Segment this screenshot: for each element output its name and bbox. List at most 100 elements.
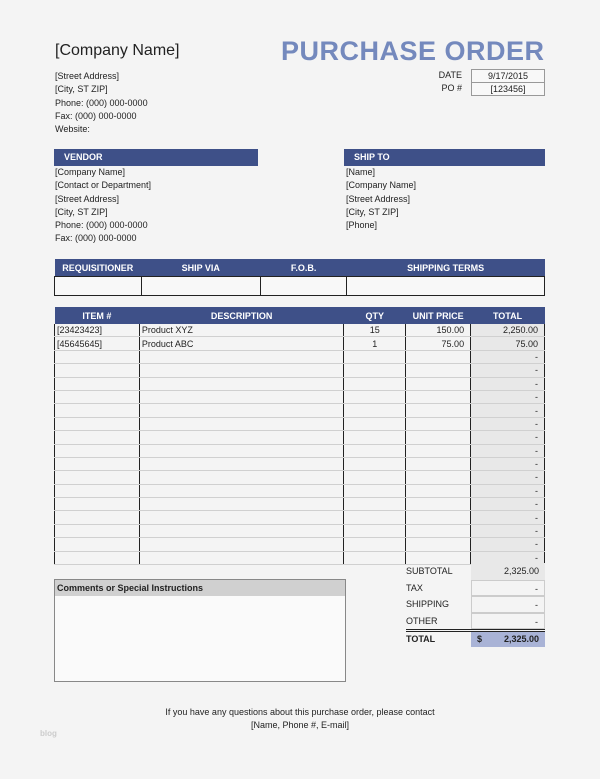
shipto-line: [Street Address]: [346, 193, 411, 204]
item-number-cell[interactable]: [54, 497, 140, 512]
item-number-cell[interactable]: [54, 390, 140, 405]
item-number-cell[interactable]: [54, 403, 140, 418]
qty-cell[interactable]: [343, 537, 407, 552]
item-number-cell[interactable]: [23423423]: [54, 324, 140, 338]
table-row: -: [54, 470, 545, 485]
table-row: -: [54, 403, 545, 418]
item-number-cell[interactable]: [54, 377, 140, 391]
unit-price-cell[interactable]: [405, 350, 472, 365]
shipping-field[interactable]: [140, 276, 261, 296]
description-cell[interactable]: [138, 510, 345, 525]
unit-price-cell[interactable]: [405, 510, 472, 525]
table-row: -: [54, 551, 545, 566]
description-cell[interactable]: [138, 524, 345, 539]
comments-box[interactable]: Comments or Special Instructions: [54, 579, 346, 682]
unit-price-cell[interactable]: [405, 444, 472, 458]
shipping-header: F.O.B.: [260, 259, 347, 277]
qty-cell[interactable]: [343, 350, 407, 365]
description-cell[interactable]: [138, 444, 345, 458]
description-cell[interactable]: [138, 457, 345, 472]
line-total-cell: -: [470, 430, 545, 445]
qty-cell[interactable]: [343, 417, 407, 432]
qty-cell[interactable]: 15: [343, 324, 407, 338]
date-field[interactable]: 9/17/2015: [471, 69, 545, 83]
description-cell[interactable]: Product ABC: [138, 336, 345, 351]
tax-field[interactable]: -: [471, 579, 545, 596]
company-website: Website:: [55, 124, 90, 135]
description-cell[interactable]: [138, 430, 345, 445]
company-address-block: [Street Address] [City, ST ZIP] Phone: (…: [55, 70, 148, 136]
description-cell[interactable]: [138, 350, 345, 365]
item-number-cell[interactable]: [54, 551, 140, 566]
qty-cell[interactable]: [343, 470, 407, 485]
unit-price-cell[interactable]: [405, 524, 472, 539]
unit-price-cell[interactable]: [405, 403, 472, 418]
item-number-cell[interactable]: [54, 537, 140, 552]
description-cell[interactable]: [138, 470, 345, 485]
unit-price-cell[interactable]: [405, 363, 472, 378]
unit-price-cell[interactable]: [405, 484, 472, 499]
shipping-field[interactable]: [346, 276, 545, 296]
unit-price-cell[interactable]: 150.00: [405, 324, 472, 338]
qty-cell[interactable]: [343, 457, 407, 472]
qty-cell[interactable]: [343, 497, 407, 512]
unit-price-cell[interactable]: [405, 430, 472, 445]
qty-cell[interactable]: [343, 363, 407, 378]
description-cell[interactable]: [138, 551, 345, 566]
item-number-cell[interactable]: [54, 470, 140, 485]
qty-cell[interactable]: [343, 524, 407, 539]
unit-price-cell[interactable]: [405, 377, 472, 391]
qty-cell[interactable]: [343, 430, 407, 445]
company-fax: Fax: (000) 000-0000: [55, 110, 137, 121]
unit-price-cell[interactable]: [405, 457, 472, 472]
description-cell[interactable]: [138, 537, 345, 552]
qty-cell[interactable]: [343, 377, 407, 391]
description-cell[interactable]: [138, 484, 345, 499]
item-number-cell[interactable]: [54, 363, 140, 378]
line-total-cell: 2,250.00: [470, 324, 545, 338]
item-number-cell[interactable]: [54, 350, 140, 365]
description-cell[interactable]: Product XYZ: [138, 324, 345, 338]
qty-cell[interactable]: [343, 551, 407, 566]
line-total-cell: -: [470, 417, 545, 432]
item-number-cell[interactable]: [45645645]: [54, 336, 140, 351]
table-row: -: [54, 390, 545, 405]
unit-price-cell[interactable]: 75.00: [405, 336, 472, 351]
vendor-line: [Contact or Department]: [55, 180, 152, 191]
line-total-cell: -: [470, 484, 545, 499]
unit-price-cell[interactable]: [405, 497, 472, 512]
shipto-line: [Name]: [346, 167, 376, 177]
qty-cell[interactable]: [343, 484, 407, 499]
item-number-cell[interactable]: [54, 524, 140, 539]
qty-cell[interactable]: [343, 390, 407, 405]
description-cell[interactable]: [138, 377, 345, 391]
totals-block: SUBTOTAL 2,325.00 TAX - SHIPPING - OTHER - T…: [406, 563, 545, 647]
shipping-field[interactable]: [259, 276, 348, 296]
description-cell[interactable]: [138, 390, 345, 405]
description-cell[interactable]: [138, 417, 345, 432]
unit-price-cell[interactable]: [405, 537, 472, 552]
unit-price-cell[interactable]: [405, 470, 472, 485]
po-number-field[interactable]: [123456]: [471, 82, 545, 96]
unit-price-cell[interactable]: [405, 417, 472, 432]
shipping-field[interactable]: -: [471, 596, 545, 613]
qty-cell[interactable]: [343, 510, 407, 525]
item-number-cell[interactable]: [54, 444, 140, 458]
other-field[interactable]: -: [471, 612, 545, 629]
qty-cell[interactable]: 1: [343, 336, 407, 351]
unit-price-cell[interactable]: [405, 390, 472, 405]
item-number-cell[interactable]: [54, 484, 140, 499]
items-table: ITEM # DESCRIPTION QTY UNIT PRICE TOTAL [234…: [54, 307, 545, 566]
qty-cell[interactable]: [343, 403, 407, 418]
line-total-cell: -: [470, 377, 545, 391]
shipping-field[interactable]: [54, 276, 142, 296]
item-number-cell[interactable]: [54, 430, 140, 445]
table-row: -: [54, 377, 545, 391]
description-cell[interactable]: [138, 363, 345, 378]
item-number-cell[interactable]: [54, 457, 140, 472]
description-cell[interactable]: [138, 497, 345, 512]
description-cell[interactable]: [138, 403, 345, 418]
item-number-cell[interactable]: [54, 510, 140, 525]
qty-cell[interactable]: [343, 444, 407, 458]
item-number-cell[interactable]: [54, 417, 140, 432]
